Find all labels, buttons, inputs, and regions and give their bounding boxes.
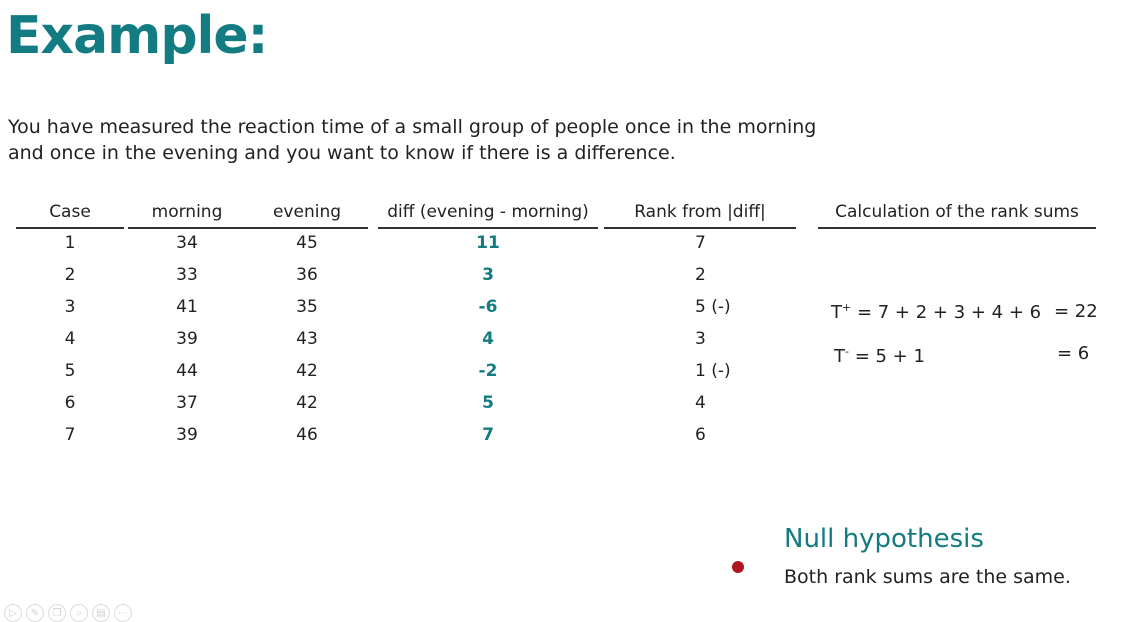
cell-evening: 42 (296, 361, 318, 381)
cell-case: 6 (64, 393, 76, 413)
t-plus-equation: T+ = 7 + 2 + 3 + 4 + 6 (831, 301, 1041, 323)
cell-evening: 36 (296, 265, 318, 285)
cell-rank: 5 (-) (695, 297, 731, 317)
header-calculation: Calculation of the rank sums (835, 202, 1079, 222)
t-minus-equation: T- = 5 + 1 (834, 345, 925, 367)
cell-evening: 46 (296, 425, 318, 445)
t-minus-symbol: T (834, 346, 845, 367)
cell-diff: 5 (482, 393, 494, 413)
t-minus-sup: - (845, 345, 849, 358)
cell-diff: 7 (482, 425, 494, 445)
slide-title: Example: (6, 6, 268, 66)
presentation-toolbar: ▷ ✎ ❐ ⌕ ▤ ⋯ (4, 604, 132, 622)
intro-line-1: You have measured the reaction time of a… (8, 116, 817, 138)
rule-case (16, 227, 124, 229)
cell-rank: 2 (695, 265, 706, 285)
cell-morning: 39 (176, 329, 198, 349)
pen-icon[interactable]: ✎ (26, 604, 44, 622)
t-plus-symbol: T (831, 302, 842, 323)
cell-case: 4 (64, 329, 76, 349)
null-hypothesis-title: Null hypothesis (784, 524, 984, 554)
cell-rank: 7 (695, 233, 706, 253)
rule-rank (604, 227, 796, 229)
cell-morning: 39 (176, 425, 198, 445)
rule-diff (378, 227, 598, 229)
cell-morning: 41 (176, 297, 198, 317)
t-plus-result: = 22 (1054, 301, 1098, 322)
header-morning: morning (151, 202, 223, 222)
header-rank: Rank from |diff| (634, 202, 766, 222)
cell-rank: 6 (695, 425, 706, 445)
cell-rank: 4 (695, 393, 706, 413)
t-plus-sup: + (842, 301, 852, 314)
header-diff: diff (evening - morning) (387, 202, 589, 222)
cell-case: 3 (64, 297, 76, 317)
zoom-icon[interactable]: ⌕ (70, 604, 88, 622)
cell-diff: 11 (476, 233, 500, 253)
cell-diff: 3 (482, 265, 494, 285)
cell-case: 1 (64, 233, 76, 253)
cell-diff: -6 (478, 297, 498, 317)
laser-pointer (732, 561, 744, 573)
t-minus-result: = 6 (1057, 343, 1090, 364)
intro-text: You have measured the reaction time of a… (8, 114, 848, 166)
header-case: Case (49, 202, 91, 222)
more-icon[interactable]: ⋯ (114, 604, 132, 622)
header-evening: evening (272, 202, 342, 222)
cell-rank: 3 (695, 329, 706, 349)
rule-calculation (818, 227, 1096, 229)
cell-evening: 42 (296, 393, 318, 413)
cell-morning: 37 (176, 393, 198, 413)
cell-diff: 4 (482, 329, 494, 349)
cell-diff: -2 (478, 361, 498, 381)
rule-values (128, 227, 368, 229)
cell-morning: 34 (176, 233, 198, 253)
copy-icon[interactable]: ❐ (48, 604, 66, 622)
cell-case: 5 (64, 361, 76, 381)
null-hypothesis-text: Both rank sums are the same. (784, 566, 1071, 588)
cell-evening: 45 (296, 233, 318, 253)
cell-rank: 1 (-) (695, 361, 731, 381)
cell-case: 7 (64, 425, 76, 445)
cell-morning: 33 (176, 265, 198, 285)
cell-evening: 35 (296, 297, 318, 317)
t-minus-expression: = 5 + 1 (848, 346, 925, 367)
t-plus-expression: = 7 + 2 + 3 + 4 + 6 (851, 302, 1042, 323)
cell-case: 2 (64, 265, 76, 285)
cell-evening: 43 (296, 329, 318, 349)
play-icon[interactable]: ▷ (4, 604, 22, 622)
cell-morning: 44 (176, 361, 198, 381)
intro-line-2: and once in the evening and you want to … (8, 142, 676, 164)
subtitles-icon[interactable]: ▤ (92, 604, 110, 622)
